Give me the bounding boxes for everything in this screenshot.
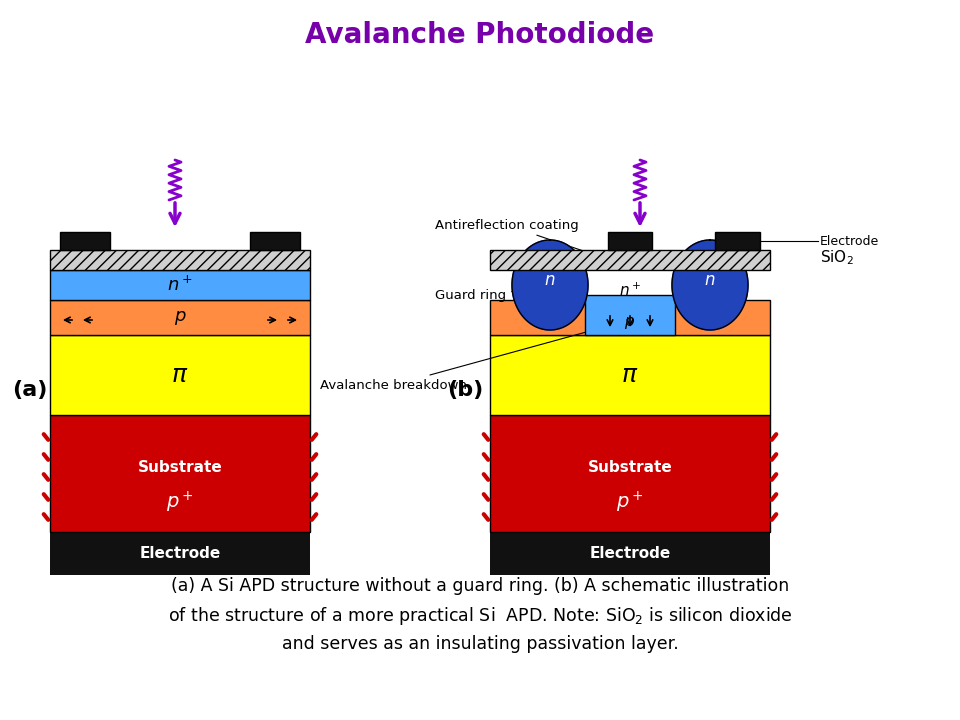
FancyArrowPatch shape — [44, 434, 48, 440]
FancyArrowPatch shape — [312, 454, 316, 460]
Text: $p^+$: $p^+$ — [616, 490, 644, 515]
FancyArrowPatch shape — [772, 494, 777, 500]
Bar — [50, 250, 310, 270]
Text: $p$: $p$ — [174, 308, 186, 326]
Text: Electrode: Electrode — [589, 546, 671, 561]
FancyArrowPatch shape — [772, 474, 777, 480]
Bar — [250, 232, 300, 250]
Text: Avalanche breakdown: Avalanche breakdown — [320, 320, 627, 392]
FancyArrowPatch shape — [44, 494, 48, 500]
Text: Guard ring: Guard ring — [435, 285, 586, 302]
FancyArrowPatch shape — [44, 454, 48, 460]
Text: (b): (b) — [446, 380, 483, 400]
Bar — [585, 294, 675, 335]
FancyArrowPatch shape — [44, 514, 48, 520]
Bar — [60, 232, 110, 250]
Bar — [50, 415, 310, 532]
Text: $p^+$: $p^+$ — [166, 490, 194, 515]
FancyArrowPatch shape — [484, 474, 489, 480]
Text: $n$: $n$ — [544, 271, 556, 289]
Bar — [490, 250, 770, 270]
FancyArrowPatch shape — [484, 514, 489, 520]
Text: SiO$_2$: SiO$_2$ — [820, 248, 853, 267]
Polygon shape — [512, 240, 588, 330]
Text: Substrate: Substrate — [588, 459, 672, 474]
Bar — [50, 300, 310, 335]
FancyArrowPatch shape — [44, 474, 48, 480]
Text: $n^+$: $n^+$ — [167, 275, 193, 294]
Text: Electrode: Electrode — [820, 235, 879, 248]
Polygon shape — [672, 240, 748, 330]
Bar — [490, 532, 770, 575]
Text: Electrode: Electrode — [139, 546, 221, 561]
Text: $n$: $n$ — [705, 271, 716, 289]
Text: Antireflection coating: Antireflection coating — [435, 218, 608, 259]
Text: $\pi$: $\pi$ — [171, 363, 189, 387]
FancyArrowPatch shape — [772, 434, 777, 440]
Bar — [490, 300, 770, 335]
FancyArrowPatch shape — [484, 434, 489, 440]
Text: $n^+$: $n^+$ — [619, 282, 641, 299]
Bar — [490, 415, 770, 532]
FancyArrowPatch shape — [312, 514, 316, 520]
Text: Avalanche Photodiode: Avalanche Photodiode — [305, 21, 655, 49]
Bar — [50, 335, 310, 415]
Bar — [715, 232, 760, 250]
FancyArrowPatch shape — [312, 474, 316, 480]
FancyArrowPatch shape — [772, 514, 777, 520]
FancyArrowPatch shape — [484, 494, 489, 500]
Text: $\pi$: $\pi$ — [621, 363, 638, 387]
Bar — [50, 270, 310, 300]
Bar — [50, 532, 310, 575]
Text: Substrate: Substrate — [137, 459, 223, 474]
Bar — [490, 335, 770, 415]
Bar — [608, 232, 652, 250]
FancyArrowPatch shape — [484, 454, 489, 460]
Text: $p$: $p$ — [625, 315, 636, 331]
FancyArrowPatch shape — [312, 434, 316, 440]
FancyArrowPatch shape — [772, 454, 777, 460]
Text: (a) A Si APD structure without a guard ring. (b) A schematic illustration
of the: (a) A Si APD structure without a guard r… — [168, 577, 792, 653]
FancyArrowPatch shape — [312, 494, 316, 500]
Text: (a): (a) — [12, 380, 48, 400]
